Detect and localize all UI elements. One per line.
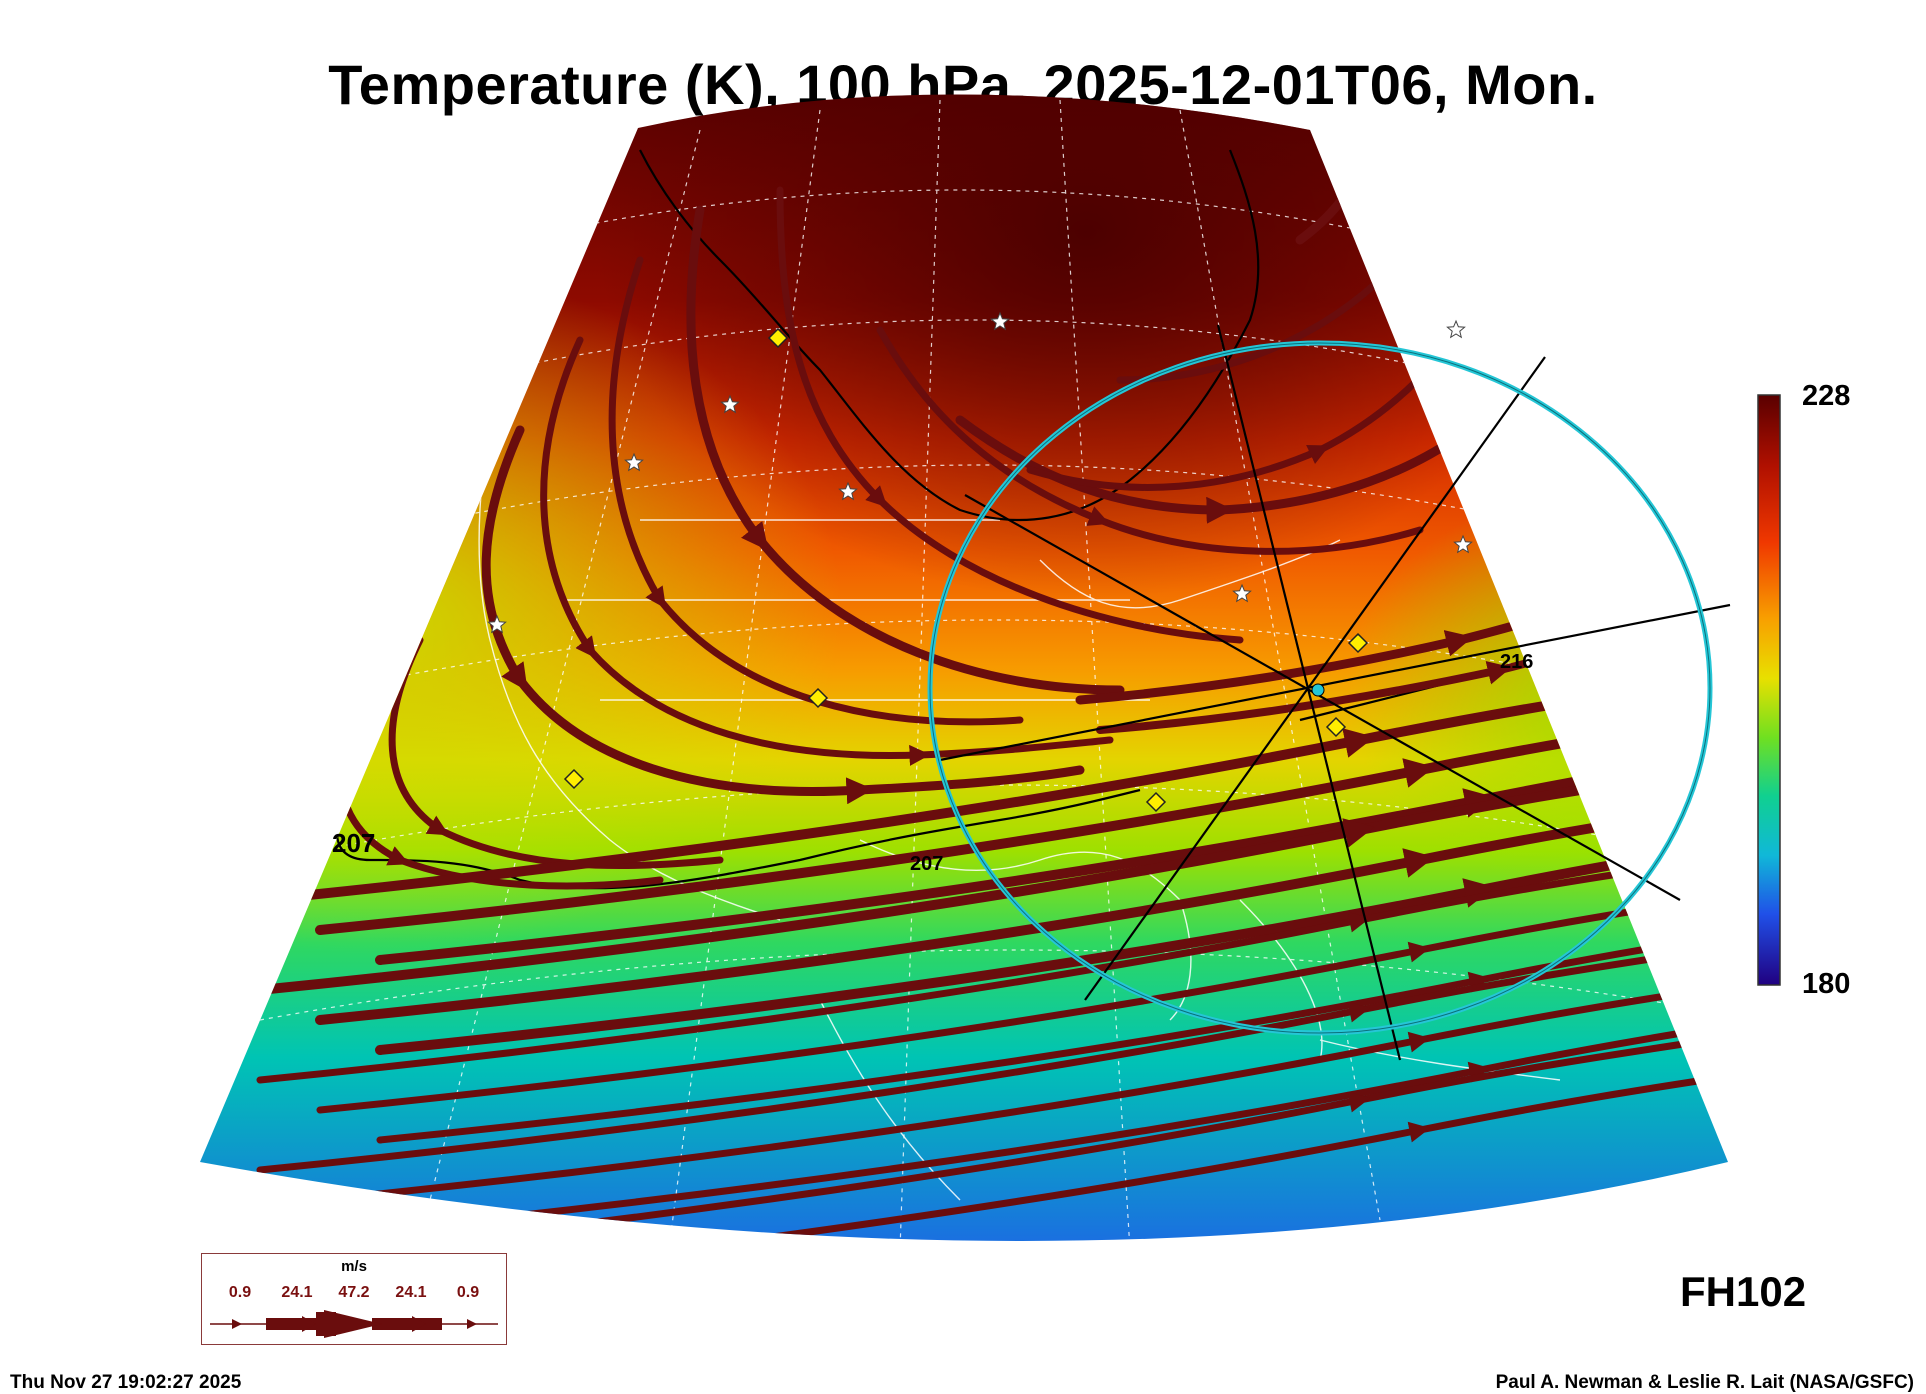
wind-legend-value: 0.9	[228, 1284, 252, 1301]
diamond-marker-icon	[1347, 632, 1369, 654]
colorbar-min-label: 180	[1802, 968, 1851, 1000]
diamond-marker-icon	[563, 768, 585, 790]
colorbar	[1757, 394, 1781, 986]
streamline	[255, 765, 1715, 995]
center-marker-icon	[1311, 683, 1325, 697]
colorbar-max-label: 228	[1802, 380, 1851, 412]
streamline	[686, 205, 1125, 695]
wind-legend-value: 47.2	[338, 1284, 370, 1301]
wind-legend-value: 24.1	[281, 1284, 313, 1301]
streamline	[540, 336, 1114, 766]
contour-label: 207	[910, 853, 943, 875]
streamline	[256, 856, 1714, 1084]
station-diamonds	[563, 327, 1369, 813]
star-marker-icon	[1232, 583, 1252, 603]
diamond-marker-icon	[1325, 716, 1347, 738]
forecast-hour-label: FH102	[1680, 1268, 1807, 1315]
streamline	[388, 636, 724, 870]
station-stars	[487, 311, 1473, 634]
star-marker-icon	[838, 481, 858, 501]
wind-legend-unit: m/s	[341, 1258, 367, 1275]
wind-legend-arrows	[210, 1310, 498, 1338]
streamline	[776, 186, 1244, 644]
contour-label: 216	[1500, 651, 1533, 673]
diamond-marker-icon	[767, 327, 789, 349]
streamline	[608, 256, 1024, 726]
star-marker-icon	[1453, 534, 1473, 554]
star-marker-icon	[1446, 319, 1466, 339]
cross-hair-icon	[939, 324, 1731, 1061]
footer-timestamp: Thu Nov 27 19:02:27 2025	[10, 1372, 242, 1393]
footer-credit: Paul A. Newman & Leslie R. Lait (NASA/GS…	[1495, 1372, 1914, 1393]
star-marker-icon	[720, 394, 740, 414]
streamline	[876, 326, 1424, 555]
star-marker-icon	[990, 311, 1010, 331]
star-marker-icon	[624, 452, 644, 472]
diamond-marker-icon	[807, 687, 829, 709]
star-marker-icon	[487, 614, 507, 634]
contour-label: 207	[332, 828, 375, 858]
streamline	[316, 976, 1728, 1204]
wind-speed-legend: m/s 0.9 24.1 47.2 24.1 0.9	[201, 1253, 507, 1345]
streamline	[955, 415, 1485, 524]
streamline	[316, 1066, 1728, 1241]
streamline	[256, 946, 1714, 1174]
diamond-marker-icon	[1145, 791, 1167, 813]
wind-legend-value: 0.9	[456, 1284, 480, 1301]
wind-legend-value: 24.1	[395, 1284, 427, 1301]
